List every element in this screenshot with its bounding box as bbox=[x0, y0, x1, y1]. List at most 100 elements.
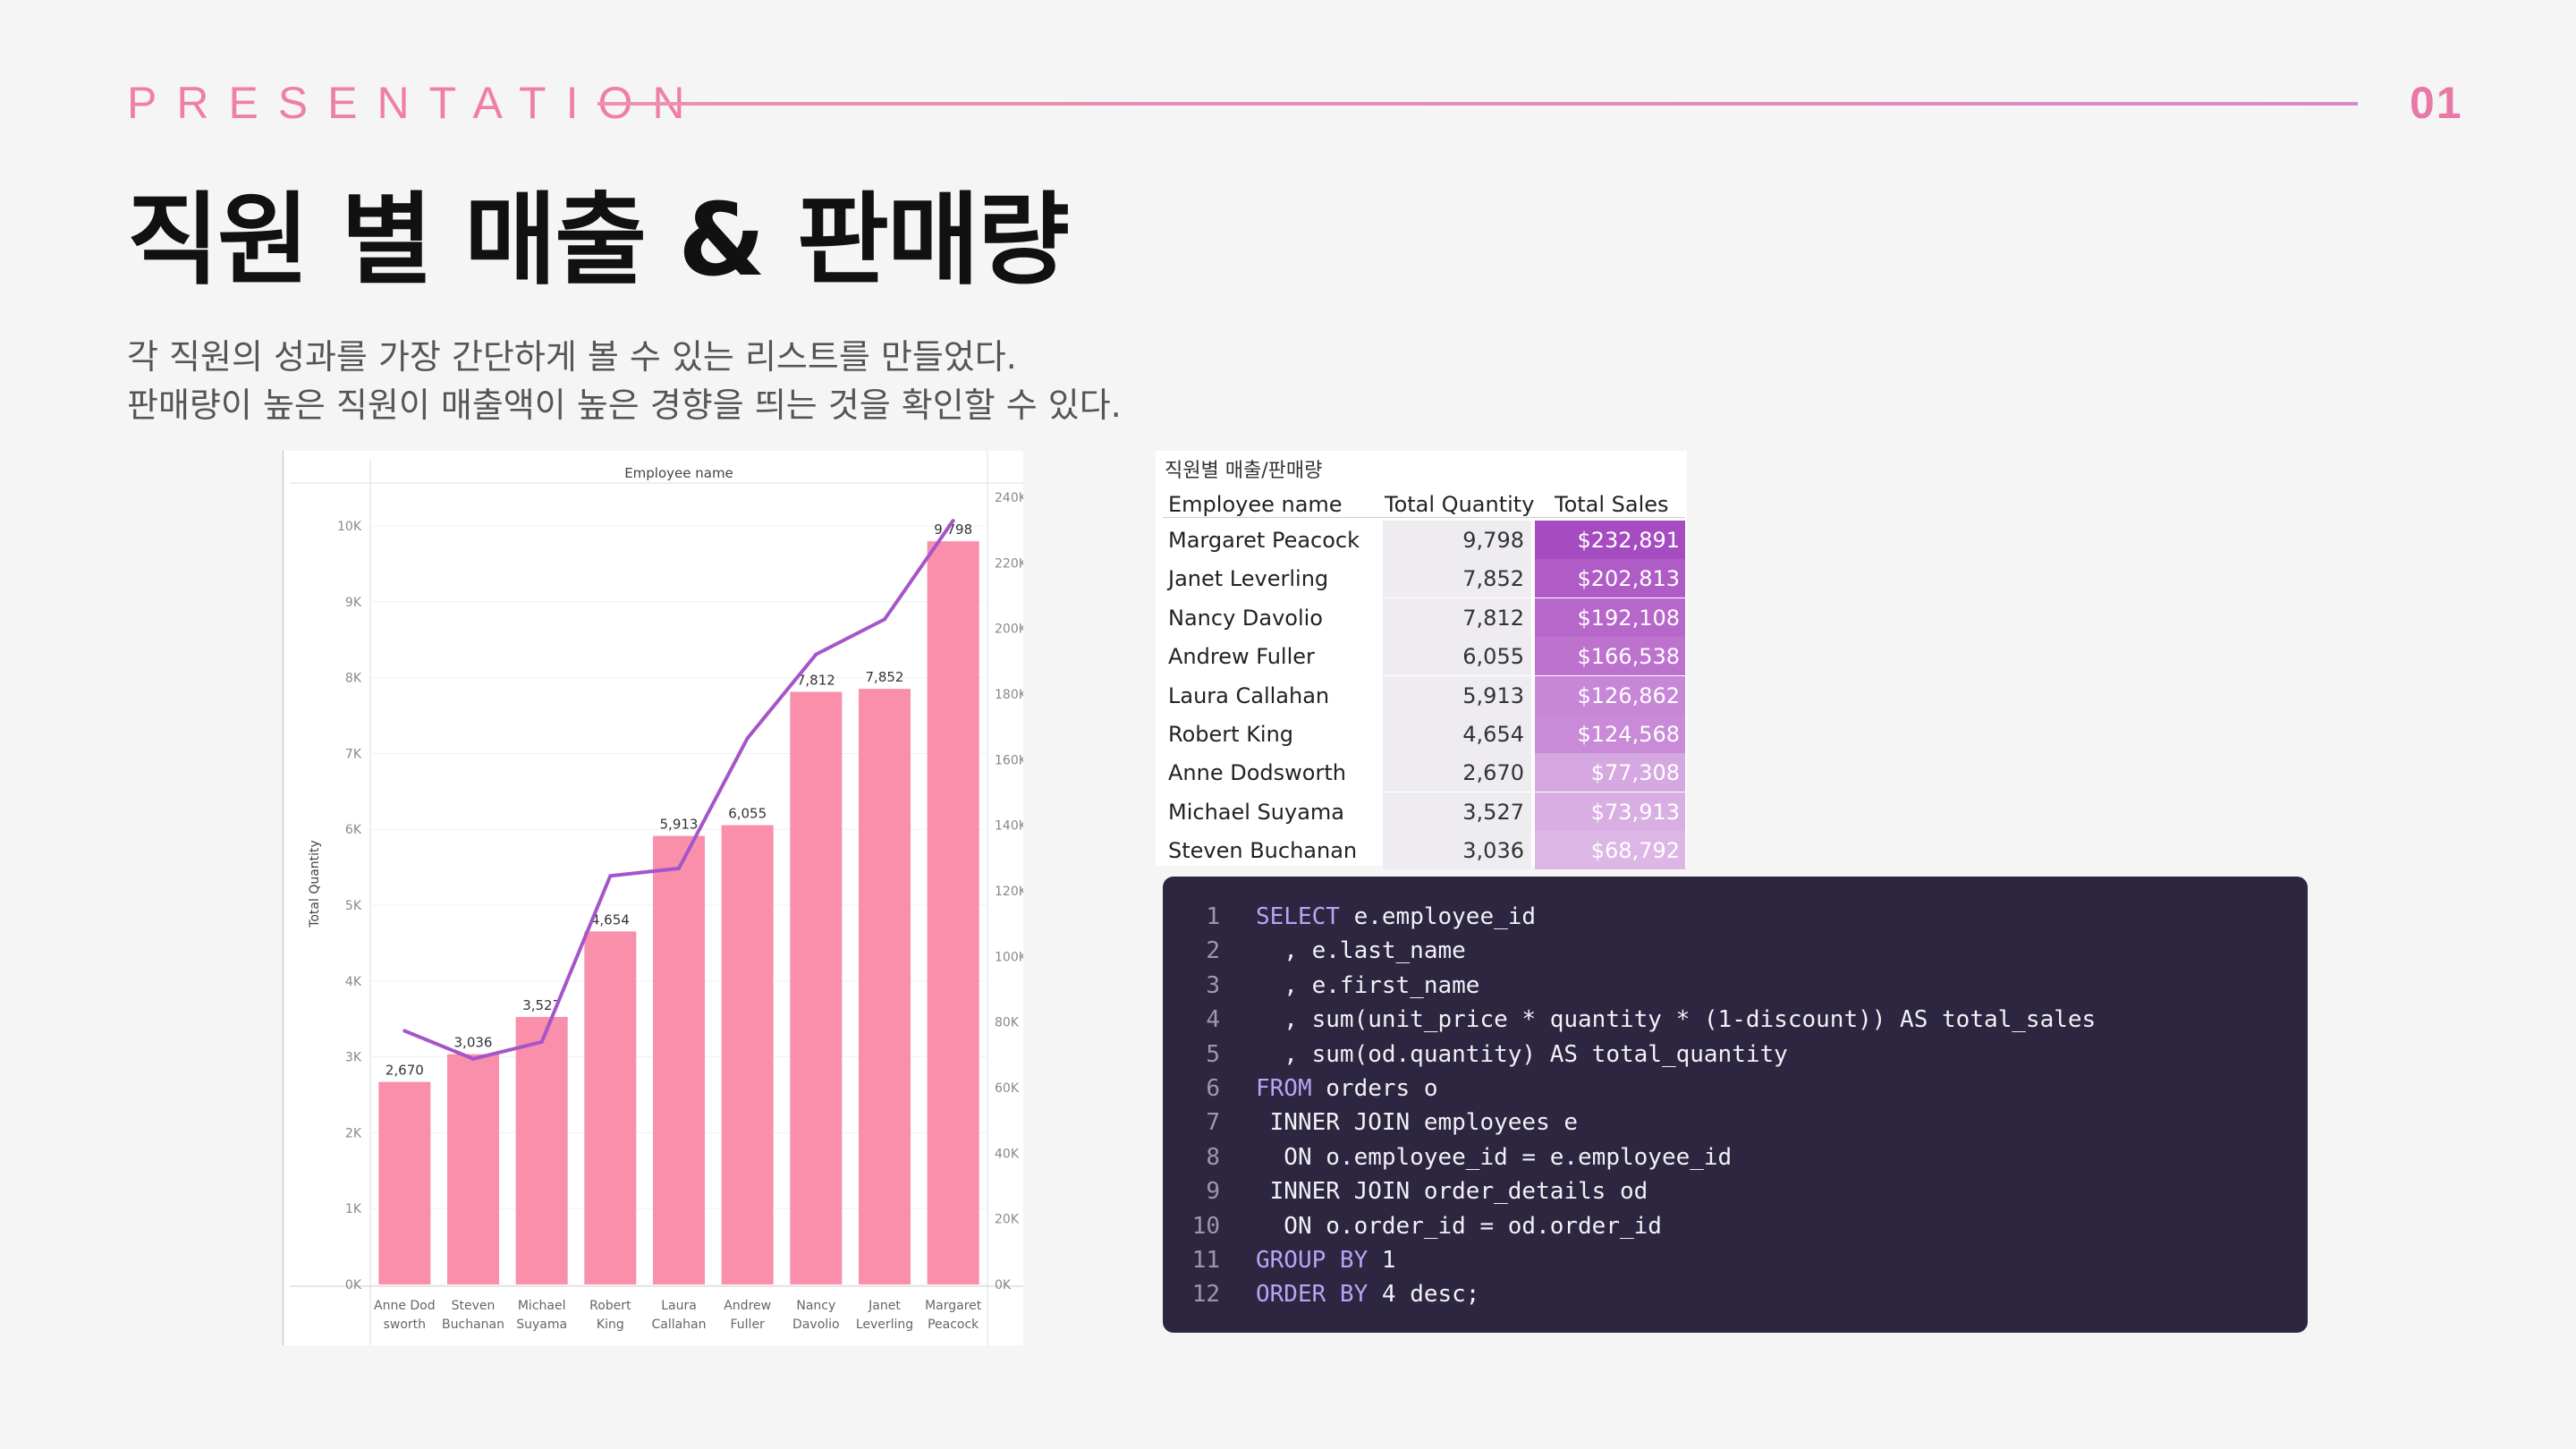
y-tick-label: 7K bbox=[345, 747, 362, 761]
line-number: 9 bbox=[1206, 1178, 1220, 1206]
code-text: ON o.employee_id = e.employee_id bbox=[1256, 1143, 1733, 1171]
employee-name-cell: Andrew Fuller bbox=[1168, 644, 1315, 670]
table-row: Janet Leverling 7,852 $202,813 bbox=[1156, 559, 1687, 598]
quantity-cell: 7,852 bbox=[1383, 559, 1531, 598]
sales-cell: $68,792 bbox=[1535, 831, 1685, 870]
col-header-sales: Total Sales bbox=[1555, 492, 1669, 517]
x-tick-label: King bbox=[597, 1318, 624, 1332]
sales-cell: $192,108 bbox=[1535, 597, 1685, 637]
sales-line-point bbox=[539, 1039, 544, 1044]
employee-name-cell: Anne Dodsworth bbox=[1168, 760, 1346, 786]
sales-cell: $232,891 bbox=[1535, 521, 1685, 559]
chart-title: Employee name bbox=[624, 465, 733, 481]
y-tick-label: 10K bbox=[337, 520, 362, 534]
x-tick-label: Callahan bbox=[651, 1318, 706, 1332]
quantity-cell: 5,913 bbox=[1383, 675, 1531, 715]
quantity-cell: 6,055 bbox=[1383, 637, 1531, 676]
bar bbox=[653, 835, 705, 1284]
employee-name-cell: Robert King bbox=[1168, 722, 1294, 747]
bar bbox=[584, 931, 637, 1284]
bar bbox=[859, 689, 911, 1284]
employee-name-cell: Laura Callahan bbox=[1168, 682, 1330, 708]
code-text: SELECT e.employee_id bbox=[1256, 903, 1537, 930]
x-tick-label: Laura bbox=[661, 1299, 697, 1313]
y2-tick-label: 40K bbox=[995, 1147, 1020, 1161]
table-row: Anne Dodsworth 2,670 $77,308 bbox=[1156, 753, 1687, 792]
x-tick-label: Suyama bbox=[516, 1318, 567, 1332]
y-axis-label: Total Quantity bbox=[308, 840, 322, 928]
table-row: Robert King 4,654 $124,568 bbox=[1156, 715, 1687, 753]
quantity-cell: 2,670 bbox=[1383, 753, 1531, 792]
page-title: 직원 별 매출 & 판매량 bbox=[127, 182, 1070, 299]
y-tick-label: 6K bbox=[345, 823, 362, 837]
bar bbox=[447, 1054, 499, 1284]
table-row: Laura Callahan 5,913 $126,862 bbox=[1156, 675, 1687, 715]
x-tick-label: Margaret bbox=[925, 1299, 982, 1313]
y2-tick-label: 20K bbox=[995, 1213, 1020, 1227]
bar bbox=[721, 825, 774, 1284]
sales-cell: $126,862 bbox=[1535, 675, 1685, 715]
sales-line-point bbox=[608, 874, 613, 878]
code-text: GROUP BY 1 bbox=[1256, 1247, 1396, 1274]
y-tick-label: 1K bbox=[345, 1202, 362, 1216]
x-tick-label: Peacock bbox=[928, 1318, 979, 1332]
quantity-cell: 7,812 bbox=[1383, 597, 1531, 637]
x-tick-label: Andrew bbox=[724, 1299, 771, 1313]
y2-tick-label: 0K bbox=[995, 1278, 1012, 1292]
y-tick-label: 9K bbox=[345, 596, 362, 610]
sales-cell: $124,568 bbox=[1535, 715, 1685, 753]
bar bbox=[378, 1081, 431, 1284]
description-line-1: 각 직원의 성과를 가장 간단하게 볼 수 있는 리스트를 만들었다. bbox=[127, 337, 1017, 377]
code-text: , e.last_name bbox=[1256, 937, 1466, 965]
y2-tick-label: 160K bbox=[995, 753, 1023, 767]
quantity-cell: 3,527 bbox=[1383, 792, 1531, 831]
sales-line-point bbox=[951, 519, 955, 523]
header-rule bbox=[1163, 517, 1685, 518]
y2-tick-label: 120K bbox=[995, 885, 1023, 899]
bar-value-label: 4,654 bbox=[591, 911, 630, 928]
y2-tick-label: 60K bbox=[995, 1081, 1020, 1096]
quantity-cell: 3,036 bbox=[1383, 831, 1531, 870]
y-tick-label: 4K bbox=[345, 975, 362, 989]
bar-value-label: 7,852 bbox=[866, 669, 904, 685]
table-row: Nancy Davolio 7,812 $192,108 bbox=[1156, 597, 1687, 637]
table-row: Steven Buchanan 3,036 $68,792 bbox=[1156, 831, 1687, 870]
line-number: 5 bbox=[1206, 1040, 1220, 1068]
x-tick-label: Michael bbox=[518, 1299, 566, 1313]
y2-tick-label: 240K bbox=[995, 491, 1023, 505]
line-number: 3 bbox=[1206, 971, 1220, 999]
code-text: , sum(unit_price * quantity * (1-discoun… bbox=[1256, 1006, 2097, 1034]
line-number: 11 bbox=[1191, 1247, 1220, 1274]
section-label: PRESENTATION bbox=[127, 78, 705, 128]
y2-tick-label: 220K bbox=[995, 556, 1023, 571]
sales-line-point bbox=[402, 1029, 407, 1033]
code-text: , e.first_name bbox=[1256, 971, 1480, 999]
bar-value-label: 7,812 bbox=[797, 673, 835, 689]
line-number: 8 bbox=[1206, 1143, 1220, 1171]
bar-value-label: 5,913 bbox=[660, 817, 699, 833]
line-number: 1 bbox=[1206, 903, 1220, 930]
y-tick-label: 5K bbox=[345, 899, 362, 913]
code-text: INNER JOIN employees e bbox=[1256, 1109, 1579, 1137]
table-row: Margaret Peacock 9,798 $232,891 bbox=[1156, 521, 1687, 559]
sales-cell: $73,913 bbox=[1535, 792, 1685, 831]
bar-value-label: 3,036 bbox=[454, 1035, 493, 1051]
code-text: ORDER BY 4 desc; bbox=[1256, 1281, 1480, 1309]
sql-code-block: 1 SELECT e.employee_id 2 , e.last_name 3 , … bbox=[1163, 877, 2308, 1333]
y-tick-label: 2K bbox=[345, 1126, 362, 1140]
employee-name-cell: Nancy Davolio bbox=[1168, 605, 1323, 631]
line-number: 10 bbox=[1191, 1212, 1220, 1240]
employee-name-cell: Janet Leverling bbox=[1168, 566, 1329, 592]
col-header-employee: Employee name bbox=[1168, 492, 1343, 517]
y2-tick-label: 100K bbox=[995, 950, 1023, 964]
code-text: , sum(od.quantity) AS total_quantity bbox=[1256, 1040, 1788, 1068]
x-tick-label: Anne Dod bbox=[374, 1299, 436, 1313]
line-number: 7 bbox=[1206, 1109, 1220, 1137]
y2-tick-label: 140K bbox=[995, 819, 1023, 834]
employee-name-cell: Margaret Peacock bbox=[1168, 528, 1360, 553]
col-header-quantity: Total Quantity bbox=[1385, 492, 1535, 517]
sales-line-point bbox=[677, 866, 681, 870]
x-tick-label: Leverling bbox=[856, 1318, 913, 1332]
y-tick-label: 3K bbox=[345, 1051, 362, 1065]
bar bbox=[790, 691, 843, 1284]
